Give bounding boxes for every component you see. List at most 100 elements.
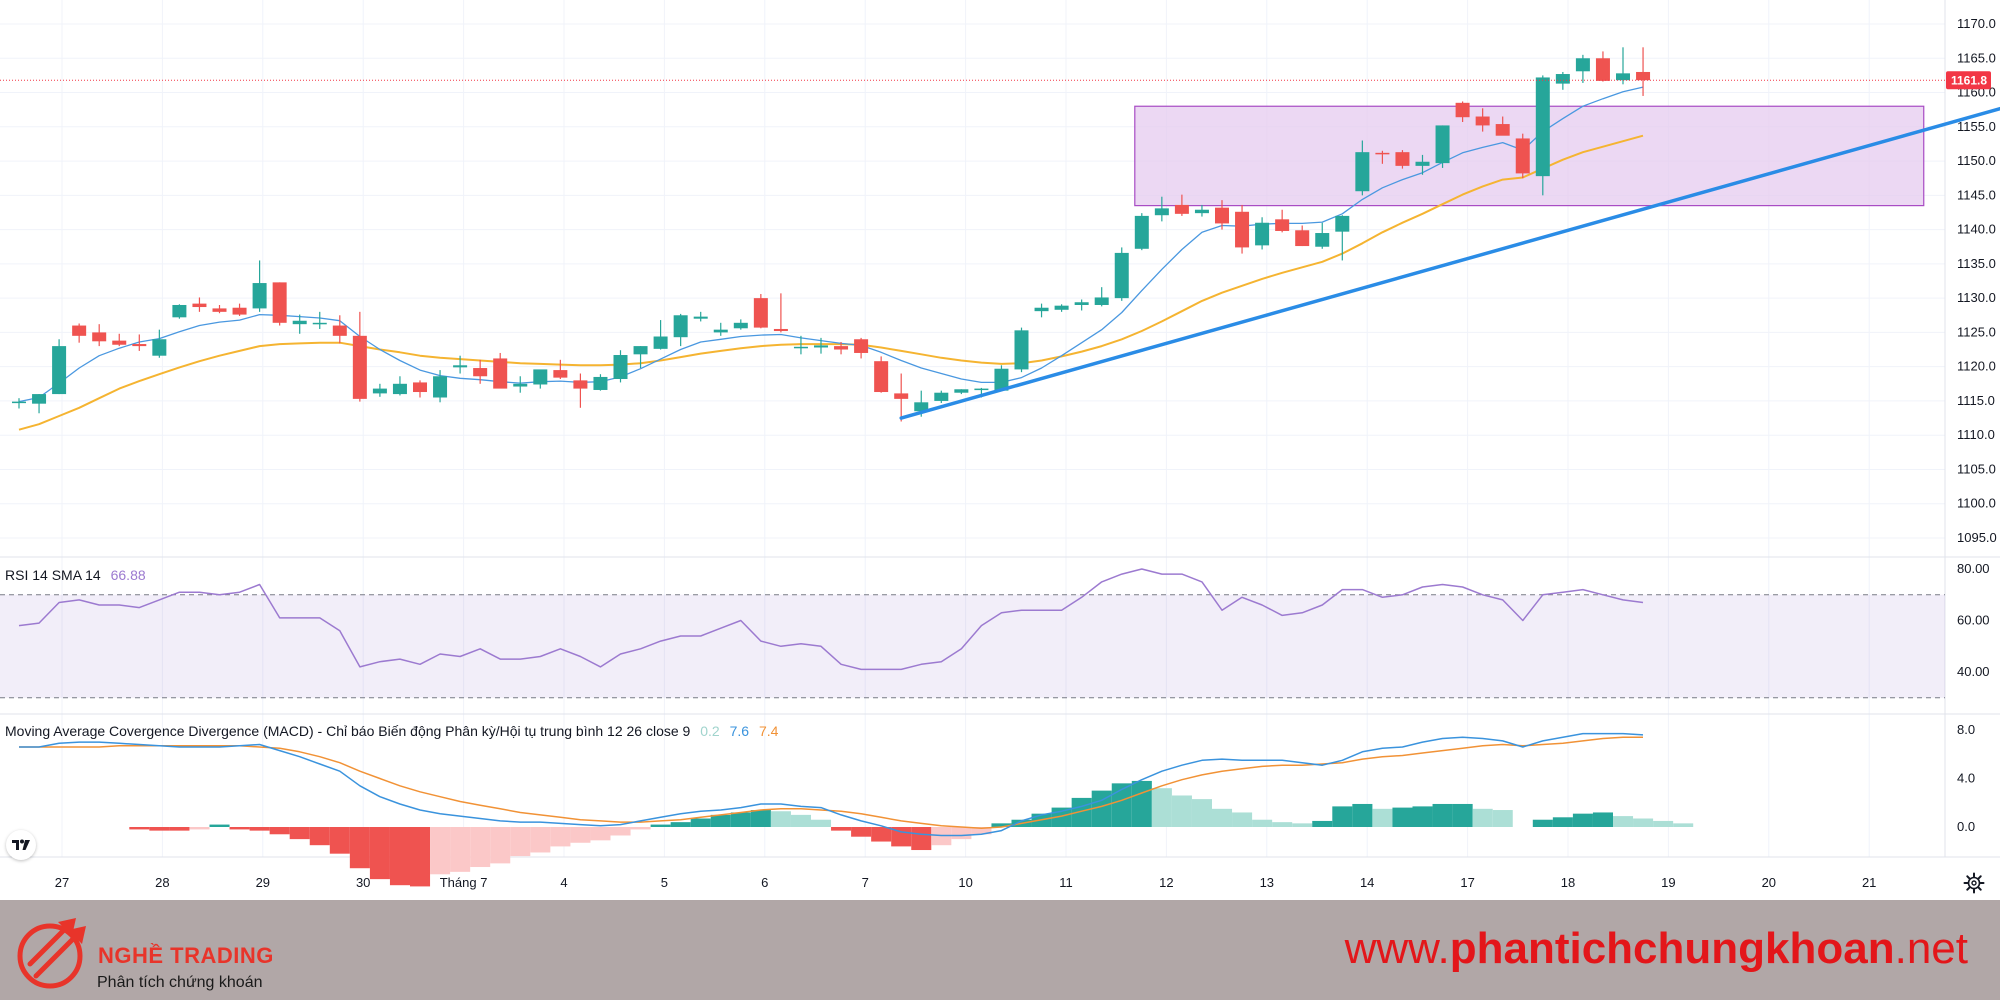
- x-axis-label: 14: [1360, 875, 1374, 890]
- current-price-badge: [1946, 71, 1991, 90]
- candle-body: [1054, 305, 1069, 310]
- candle-body: [1636, 71, 1651, 81]
- macd-histogram-bar: [670, 822, 691, 827]
- macd-histogram-bar: [730, 812, 751, 827]
- gear-icon[interactable]: [1963, 872, 1985, 894]
- candle-body: [974, 388, 989, 391]
- candle-body: [232, 307, 247, 315]
- macd-histogram-bar: [1432, 803, 1453, 827]
- macd-histogram-bar: [249, 827, 270, 831]
- macd-histogram-bar: [1091, 790, 1112, 827]
- macd-histogram-bar: [1151, 788, 1172, 827]
- rsi-line: [18, 568, 1644, 671]
- candle-body: [493, 358, 508, 389]
- macd-histogram-bar: [1552, 817, 1573, 827]
- macd-histogram-bar: [530, 827, 551, 853]
- candle-body: [834, 346, 849, 350]
- candle-body: [172, 304, 187, 318]
- x-axis-label: 10: [958, 875, 972, 890]
- macd-histogram-bar: [1492, 810, 1513, 827]
- candle-body: [994, 368, 1009, 391]
- macd-axis-label: 4.0: [1957, 771, 1975, 786]
- candle-body: [272, 282, 287, 323]
- chart-canvas[interactable]: 1095.0 1100.0 1105.0 1110.0 1115.0 1120.0 1125…: [0, 0, 2000, 900]
- macd-histogram-bar: [630, 827, 651, 830]
- candle-body: [292, 320, 307, 325]
- candle-body: [1415, 161, 1430, 166]
- candle-body: [112, 340, 127, 345]
- brand-tagline: Phân tích chứng khoán: [97, 974, 263, 991]
- candle-body: [593, 376, 608, 390]
- macd-histogram-bar: [610, 827, 631, 836]
- macd-histogram-bar: [410, 827, 431, 887]
- candle-body: [814, 345, 828, 348]
- price-axis-label: 1120.0: [1957, 359, 1996, 374]
- candle-body: [473, 368, 488, 377]
- macd-histogram-bar: [1592, 812, 1613, 827]
- x-axis-label: 30: [356, 875, 370, 890]
- macd-histogram-bar: [369, 827, 390, 880]
- trading-chart[interactable]: 1095.0 1100.0 1105.0 1110.0 1115.0 1120.0 1125…: [0, 0, 2000, 900]
- macd-title: Moving Average Covergence Divergence (MA…: [5, 723, 691, 739]
- rsi-value: 66.88: [110, 567, 146, 583]
- candle-body: [713, 329, 728, 333]
- macd-histogram-bar: [1633, 818, 1654, 827]
- tradingview-logo-icon[interactable]: [6, 830, 36, 860]
- candle-body: [1014, 330, 1029, 370]
- candle-body: [132, 344, 147, 347]
- macd-histogram-bar: [389, 827, 410, 886]
- macd-histogram-bar: [1212, 808, 1233, 827]
- macd-histogram-bar: [1613, 816, 1634, 827]
- candle-body: [573, 380, 588, 389]
- candle-body: [553, 370, 568, 378]
- macd-histogram-bar: [650, 824, 671, 827]
- candle-body: [332, 325, 347, 336]
- candle-body: [1616, 73, 1630, 81]
- candle-body: [1194, 209, 1209, 214]
- x-axis-label: 12: [1159, 875, 1173, 890]
- url-suffix: .net: [1894, 924, 1968, 973]
- candle-body: [1235, 211, 1250, 248]
- website-url[interactable]: www.phantichchungkhoan.net: [1345, 924, 1968, 974]
- candle-body: [1575, 58, 1590, 72]
- price-axis-label: 1140.0: [1957, 222, 1996, 237]
- macd-histogram-bar: [1232, 812, 1253, 827]
- macd-histogram-bar: [169, 827, 190, 831]
- macd-histogram-bar: [349, 827, 370, 869]
- candle-body: [1154, 208, 1169, 216]
- price-axis-label: 1150.0: [1957, 153, 1996, 168]
- candle-body: [433, 376, 448, 398]
- price-axis-label: 1115.0: [1957, 393, 1995, 408]
- candle-body: [633, 346, 648, 355]
- macd-histogram-bar: [1653, 820, 1674, 827]
- candle-body: [1375, 152, 1390, 155]
- x-axis-label: 7: [862, 875, 869, 890]
- macd-histogram-bar: [1532, 819, 1553, 827]
- candle-body: [352, 335, 367, 399]
- macd-axis-label: 8.0: [1957, 722, 1975, 737]
- macd-histogram-bar: [590, 827, 611, 841]
- candle-body: [653, 336, 668, 349]
- candle-body: [312, 322, 327, 325]
- macd-histogram-bar: [550, 827, 571, 847]
- candle-body: [1535, 77, 1550, 177]
- macd-histogram-bar: [991, 823, 1012, 827]
- macd-histogram-bar: [750, 810, 771, 827]
- macd-histogram-bar: [1252, 819, 1273, 827]
- price-axis-label: 1155.0: [1957, 119, 1996, 134]
- x-axis-label: Tháng 7: [440, 875, 488, 890]
- candle-body: [693, 316, 708, 319]
- brand-name: NGHỀ TRADING: [98, 943, 274, 968]
- candle-body: [733, 322, 748, 329]
- candle-body: [32, 394, 47, 404]
- macd-histogram-bar: [1272, 822, 1293, 827]
- candle-body: [453, 365, 468, 368]
- macd-histogram-bar: [1292, 823, 1313, 827]
- x-axis-label: 21: [1862, 875, 1876, 890]
- rsi-axis-label: 80.00: [1957, 561, 1990, 576]
- x-axis-label: 28: [155, 875, 169, 890]
- price-axis-label: 1165.0: [1957, 50, 1996, 65]
- candle-body: [212, 308, 227, 312]
- candle-body: [793, 346, 808, 349]
- rsi-title: RSI 14 SMA 14: [5, 567, 101, 583]
